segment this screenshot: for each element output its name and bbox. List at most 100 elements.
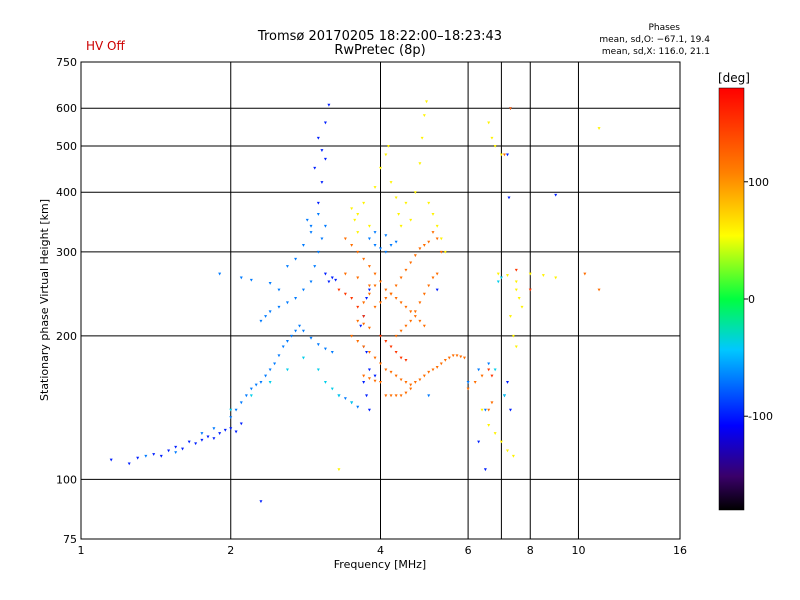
data-point <box>327 280 331 284</box>
data-point <box>362 301 366 305</box>
data-point <box>316 213 320 216</box>
data-point <box>384 288 388 292</box>
data-point <box>367 408 371 412</box>
data-point <box>356 276 360 280</box>
data-point <box>127 462 131 466</box>
data-point <box>259 319 263 323</box>
x-tick-label: 4 <box>377 544 384 557</box>
data-point <box>443 250 447 254</box>
data-point <box>399 301 403 305</box>
data-point <box>379 362 382 366</box>
data-point <box>389 394 393 398</box>
data-point <box>223 428 227 432</box>
data-point <box>301 356 305 360</box>
data-point <box>554 276 558 280</box>
data-point <box>362 374 366 378</box>
data-point <box>353 218 357 222</box>
data-point <box>281 345 285 349</box>
data-point <box>268 381 272 384</box>
y-tick-labels: 75 100 200 300 400 500 600 750 <box>56 56 77 546</box>
data-point <box>394 374 398 378</box>
data-point <box>323 224 327 228</box>
data-point <box>487 368 491 372</box>
data-point <box>356 340 360 343</box>
data-point <box>301 244 305 247</box>
data-point <box>427 284 431 288</box>
y-tick-label: 200 <box>56 330 77 343</box>
data-point <box>487 121 491 125</box>
data-point <box>373 284 377 288</box>
data-point <box>367 368 371 372</box>
data-point <box>418 319 422 323</box>
data-point <box>431 276 435 280</box>
data-point <box>290 334 294 338</box>
data-point <box>520 305 524 309</box>
data-point <box>413 191 417 195</box>
data-point <box>367 326 371 330</box>
data-point <box>365 394 369 398</box>
data-point <box>397 213 401 216</box>
data-point <box>483 468 487 472</box>
data-point <box>362 201 366 205</box>
x-axis-label: Frequency [MHz] <box>334 558 426 571</box>
data-point <box>422 292 426 296</box>
data-point <box>167 449 171 453</box>
data-point <box>316 136 320 140</box>
x-tick-label: 2 <box>227 544 234 557</box>
data-point <box>218 272 222 276</box>
data-point <box>109 458 113 462</box>
data-point <box>277 305 281 309</box>
data-point <box>159 454 163 458</box>
data-point <box>268 282 272 285</box>
data-point <box>399 356 403 360</box>
x-tick-label: 8 <box>527 544 534 557</box>
data-point <box>273 362 277 366</box>
data-point <box>234 430 238 434</box>
data-point <box>399 329 403 333</box>
data-point <box>367 377 371 380</box>
data-point <box>309 280 313 284</box>
data-point <box>234 408 238 412</box>
phase-o-stats: mean, sd,O: −67.1, 19.4 <box>599 35 710 45</box>
data-point <box>389 345 393 349</box>
data-point <box>229 408 233 412</box>
data-point <box>334 278 338 282</box>
data-point <box>200 432 204 435</box>
data-point <box>404 391 408 395</box>
data-point <box>285 301 289 305</box>
data-point <box>409 383 413 387</box>
data-point <box>254 383 258 387</box>
data-point <box>285 265 289 268</box>
x-tick-label: 10 <box>571 544 585 557</box>
chart-title: Tromsø 20170205 18:22:00–18:23:43 <box>257 29 502 44</box>
data-point <box>394 297 398 300</box>
data-point <box>384 297 388 300</box>
data-point <box>229 416 233 420</box>
data-point <box>418 301 422 305</box>
data-point <box>356 231 360 234</box>
data-point <box>323 121 327 125</box>
data-point <box>502 153 506 157</box>
x-tick-label: 6 <box>465 544 472 557</box>
plot-frame <box>80 61 681 540</box>
data-point <box>399 276 403 280</box>
data-point <box>499 440 503 444</box>
phase-x-stats: mean, sd,X: 116.0, 21.1 <box>602 47 710 57</box>
data-point <box>394 350 398 354</box>
data-point <box>249 394 253 398</box>
data-point <box>294 329 298 333</box>
data-point <box>439 250 443 254</box>
data-point <box>367 265 371 268</box>
data-point <box>404 201 408 205</box>
data-point <box>399 224 403 228</box>
data-point <box>373 186 377 189</box>
data-point <box>356 250 360 254</box>
data-point <box>389 244 393 247</box>
data-point <box>316 368 320 372</box>
data-point <box>427 394 431 398</box>
data-point <box>554 193 558 197</box>
data-point <box>343 237 347 241</box>
data-point <box>451 354 455 358</box>
data-point <box>413 310 417 314</box>
